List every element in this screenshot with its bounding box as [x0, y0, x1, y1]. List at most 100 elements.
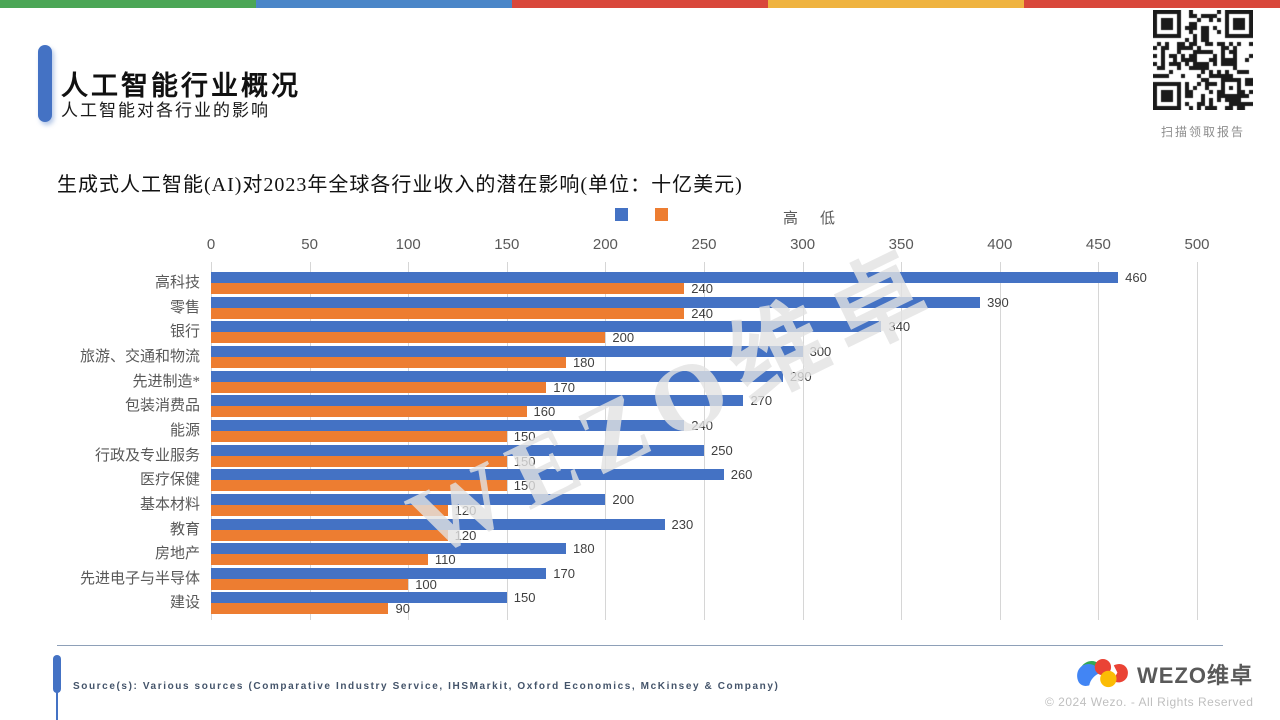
bar-value-label: 150 — [513, 478, 536, 494]
page-title: 人工智能行业概况 — [61, 71, 301, 102]
brand-logo: WEZO维卓 — [1073, 657, 1253, 690]
stripe-segment-0 — [0, 0, 256, 8]
bar-value-label: 170 — [553, 565, 575, 581]
bar-value-label: 230 — [671, 516, 694, 532]
bar-value-label: 180 — [572, 354, 595, 370]
category-label: 旅游、交通和物流 — [79, 348, 200, 365]
gridline — [1098, 262, 1100, 620]
category-label: 能源 — [169, 422, 200, 439]
bar-chart-plot-area: 0 50 100 150 200 250 300 350 400 450 500 高科技 460 240 零… — [80, 236, 1210, 622]
x-tick-label: 200 — [592, 236, 618, 253]
bar-high — [211, 567, 547, 579]
bar-low — [211, 406, 527, 418]
bar-low — [211, 529, 448, 541]
bar-low — [211, 455, 507, 467]
category-label: 先进制造* — [132, 373, 200, 390]
legend-swatch-high — [615, 208, 628, 221]
category-label: 高科技 — [154, 275, 200, 291]
gridline — [704, 262, 705, 620]
chart-title: 生成式人工智能(AI)对2023年全球各行业收入的潜在影响(单位：十亿美元) — [57, 174, 743, 196]
bar-value-label: 150 — [513, 453, 536, 469]
legend-swatch-low — [655, 208, 668, 221]
gridline — [1197, 262, 1198, 620]
x-tick-label: 500 — [1184, 236, 1210, 253]
bar-value-label: 460 — [1125, 270, 1147, 285]
qr-block: 扫描领取报告 — [1153, 10, 1253, 140]
bar-value-label: 120 — [454, 527, 477, 543]
bar-high — [211, 444, 704, 456]
stripe-segment-4 — [1024, 0, 1280, 8]
category-label: 房地产 — [154, 546, 200, 563]
source-note: Source(s): Various sources (Comparative … — [73, 681, 780, 692]
bar-value-label: 100 — [415, 576, 437, 592]
copyright: © 2024 Wezo. - All Rights Reserved — [1045, 695, 1254, 709]
bar-value-label: 270 — [750, 393, 773, 409]
bar-value-label: 260 — [730, 467, 753, 483]
bar-low — [211, 307, 685, 319]
bar-value-label: 170 — [553, 379, 575, 395]
category-label: 银行 — [169, 324, 200, 341]
bar-low — [211, 332, 606, 344]
bar-high — [211, 493, 606, 505]
bar-low — [211, 283, 685, 294]
bar-value-label: 240 — [691, 305, 713, 321]
x-tick-label: 450 — [1085, 236, 1111, 253]
x-tick-label: 150 — [494, 236, 520, 253]
brand-text: WEZO维卓 — [1137, 662, 1253, 688]
bar-value-label: 180 — [572, 541, 595, 557]
chart-legend: 高 低 — [0, 207, 1280, 227]
bar-low — [211, 578, 409, 590]
bar-high — [211, 592, 507, 604]
wezo-logo-icon — [1077, 659, 1128, 688]
bar-value-label: 200 — [612, 330, 635, 346]
bar-value-label: 90 — [395, 601, 410, 617]
x-tick-label: 100 — [395, 236, 421, 253]
footer-divider — [57, 645, 1223, 646]
page-subtitle: 人工智能对各行业的影响 — [61, 101, 270, 120]
bar-low — [211, 356, 566, 368]
bar-high — [211, 345, 803, 357]
x-tick-label: 350 — [888, 236, 914, 253]
bar-value-label: 150 — [513, 428, 536, 444]
footer-accent-bar — [53, 655, 61, 693]
bar-high — [211, 321, 882, 333]
bar-high — [211, 296, 981, 308]
stripe-segment-1 — [256, 0, 512, 8]
bar-low — [211, 504, 448, 516]
gridline — [605, 262, 607, 620]
category-label: 基本材料 — [139, 496, 200, 513]
bar-high — [211, 272, 1119, 283]
bar-value-label: 300 — [809, 343, 832, 359]
stripe-segment-2 — [512, 0, 768, 8]
legend-label-low: 低 — [820, 211, 836, 227]
legend-label-high: 高 — [783, 211, 799, 227]
category-label: 医疗保健 — [139, 472, 200, 489]
bar-value-label: 160 — [533, 404, 556, 420]
gridline — [999, 262, 1001, 620]
bar-high — [211, 543, 566, 555]
x-tick-label: 50 — [301, 236, 318, 253]
category-label: 行政及专业服务 — [94, 447, 200, 464]
bar-low — [211, 603, 389, 615]
gridline — [506, 262, 508, 620]
bar-high — [211, 419, 685, 431]
bar-high — [211, 469, 724, 481]
bar-value-label: 240 — [691, 417, 713, 433]
bar-low — [211, 381, 547, 393]
bar-high — [211, 370, 783, 382]
x-tick-label: 300 — [790, 236, 816, 253]
bar-value-label: 250 — [711, 442, 733, 458]
qr-caption: 扫描领取报告 — [1160, 125, 1245, 139]
x-tick-label: 0 — [206, 236, 216, 253]
bar-low — [211, 480, 507, 492]
category-label: 包装消费品 — [124, 398, 200, 415]
bar-value-label: 150 — [513, 590, 536, 606]
category-label: 零售 — [169, 299, 200, 316]
footer-accent-tail — [56, 690, 58, 720]
bar-value-label: 340 — [888, 319, 911, 335]
bar-value-label: 120 — [454, 502, 477, 518]
category-label: 建设 — [169, 595, 200, 612]
x-tick-label: 400 — [987, 236, 1013, 253]
stripe-segment-3 — [768, 0, 1024, 8]
bar-value-label: 290 — [789, 368, 812, 384]
